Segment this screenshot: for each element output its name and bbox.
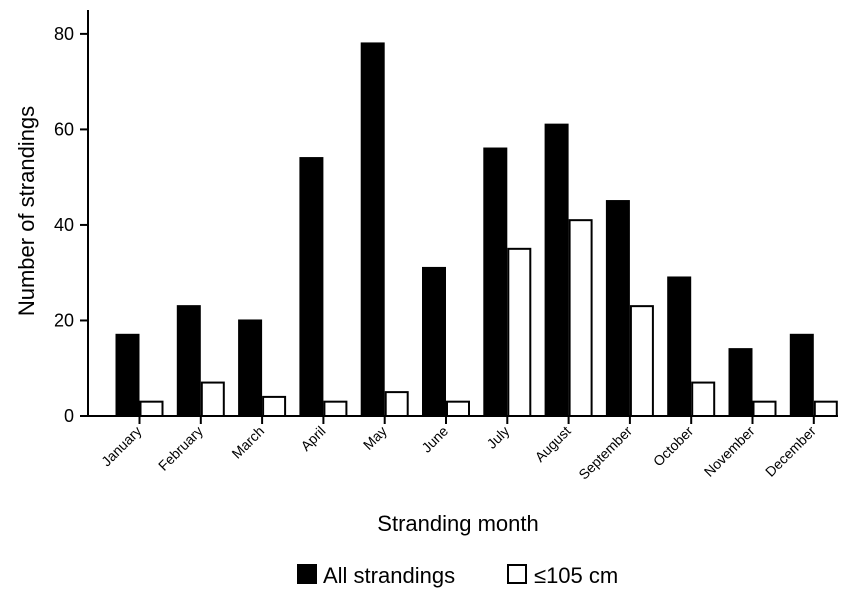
- legend-label-105cm: ≤105 cm: [534, 563, 618, 588]
- bar-all-strandings-february: [176, 305, 201, 417]
- y-tick-label: 40: [54, 215, 74, 235]
- legend-swatch-all-strandings: [297, 564, 317, 584]
- x-ticks-group: January February March April May June July Augu…: [98, 416, 819, 483]
- y-axis-title: Number of strandings: [14, 106, 39, 316]
- bar-105cm-march: [262, 395, 287, 417]
- x-tick-label-may: May: [360, 423, 390, 453]
- bar-all-strandings-august: [544, 123, 569, 418]
- bar-105cm-february: [200, 381, 225, 417]
- bar-all-strandings-june: [422, 266, 446, 417]
- bar-105cm-july: [507, 247, 532, 417]
- legend: All strandings ≤105 cm: [297, 563, 618, 588]
- y-tick-label: 20: [54, 310, 74, 330]
- bar-all-strandings-december: [789, 333, 814, 417]
- y-tick-label: 80: [54, 24, 74, 44]
- x-axis-title: Stranding month: [377, 511, 538, 536]
- x-tick-label-august: August: [532, 423, 574, 465]
- bar-all-strandings-march: [238, 319, 263, 417]
- bar-105cm-april: [323, 400, 348, 418]
- bars-group: [115, 42, 838, 418]
- bar-all-strandings-april: [299, 157, 324, 417]
- legend-label-all-strandings: All strandings: [323, 563, 455, 588]
- bar-105cm-september: [629, 305, 654, 417]
- bar-all-strandings-january: [115, 333, 140, 417]
- x-tick-label-november: November: [701, 423, 758, 480]
- bar-all-strandings-may: [360, 42, 385, 417]
- x-tick-label-october: October: [650, 423, 697, 470]
- x-tick-label-february: February: [155, 423, 206, 474]
- bar-all-strandings-july: [483, 147, 508, 418]
- y-tick-label: 0: [64, 406, 74, 426]
- bar-all-strandings-november: [728, 348, 753, 418]
- x-tick-label-july: July: [483, 423, 512, 452]
- x-tick-label-march: March: [228, 423, 267, 462]
- bar-105cm-october: [691, 381, 716, 417]
- x-tick-label-april: April: [297, 423, 328, 454]
- x-tick-label-june: June: [418, 423, 451, 456]
- y-tick-label: 60: [54, 119, 74, 139]
- bar-105cm-november: [752, 400, 777, 418]
- y-ticks-group: 0 20 40 60 80: [54, 24, 88, 426]
- bar-105cm-may: [384, 391, 409, 417]
- bar-105cm-august: [568, 219, 593, 417]
- x-tick-label-december: December: [762, 423, 819, 480]
- bar-105cm-june: [446, 400, 470, 418]
- legend-swatch-105cm: [507, 564, 527, 584]
- bar-105cm-december: [813, 400, 838, 418]
- bar-all-strandings-october: [667, 276, 692, 418]
- bar-all-strandings-september: [605, 200, 630, 417]
- x-tick-label-january: January: [98, 423, 145, 470]
- bar-105cm-january: [139, 400, 164, 418]
- axes-group: [80, 10, 838, 417]
- x-tick-label-september: September: [575, 423, 635, 483]
